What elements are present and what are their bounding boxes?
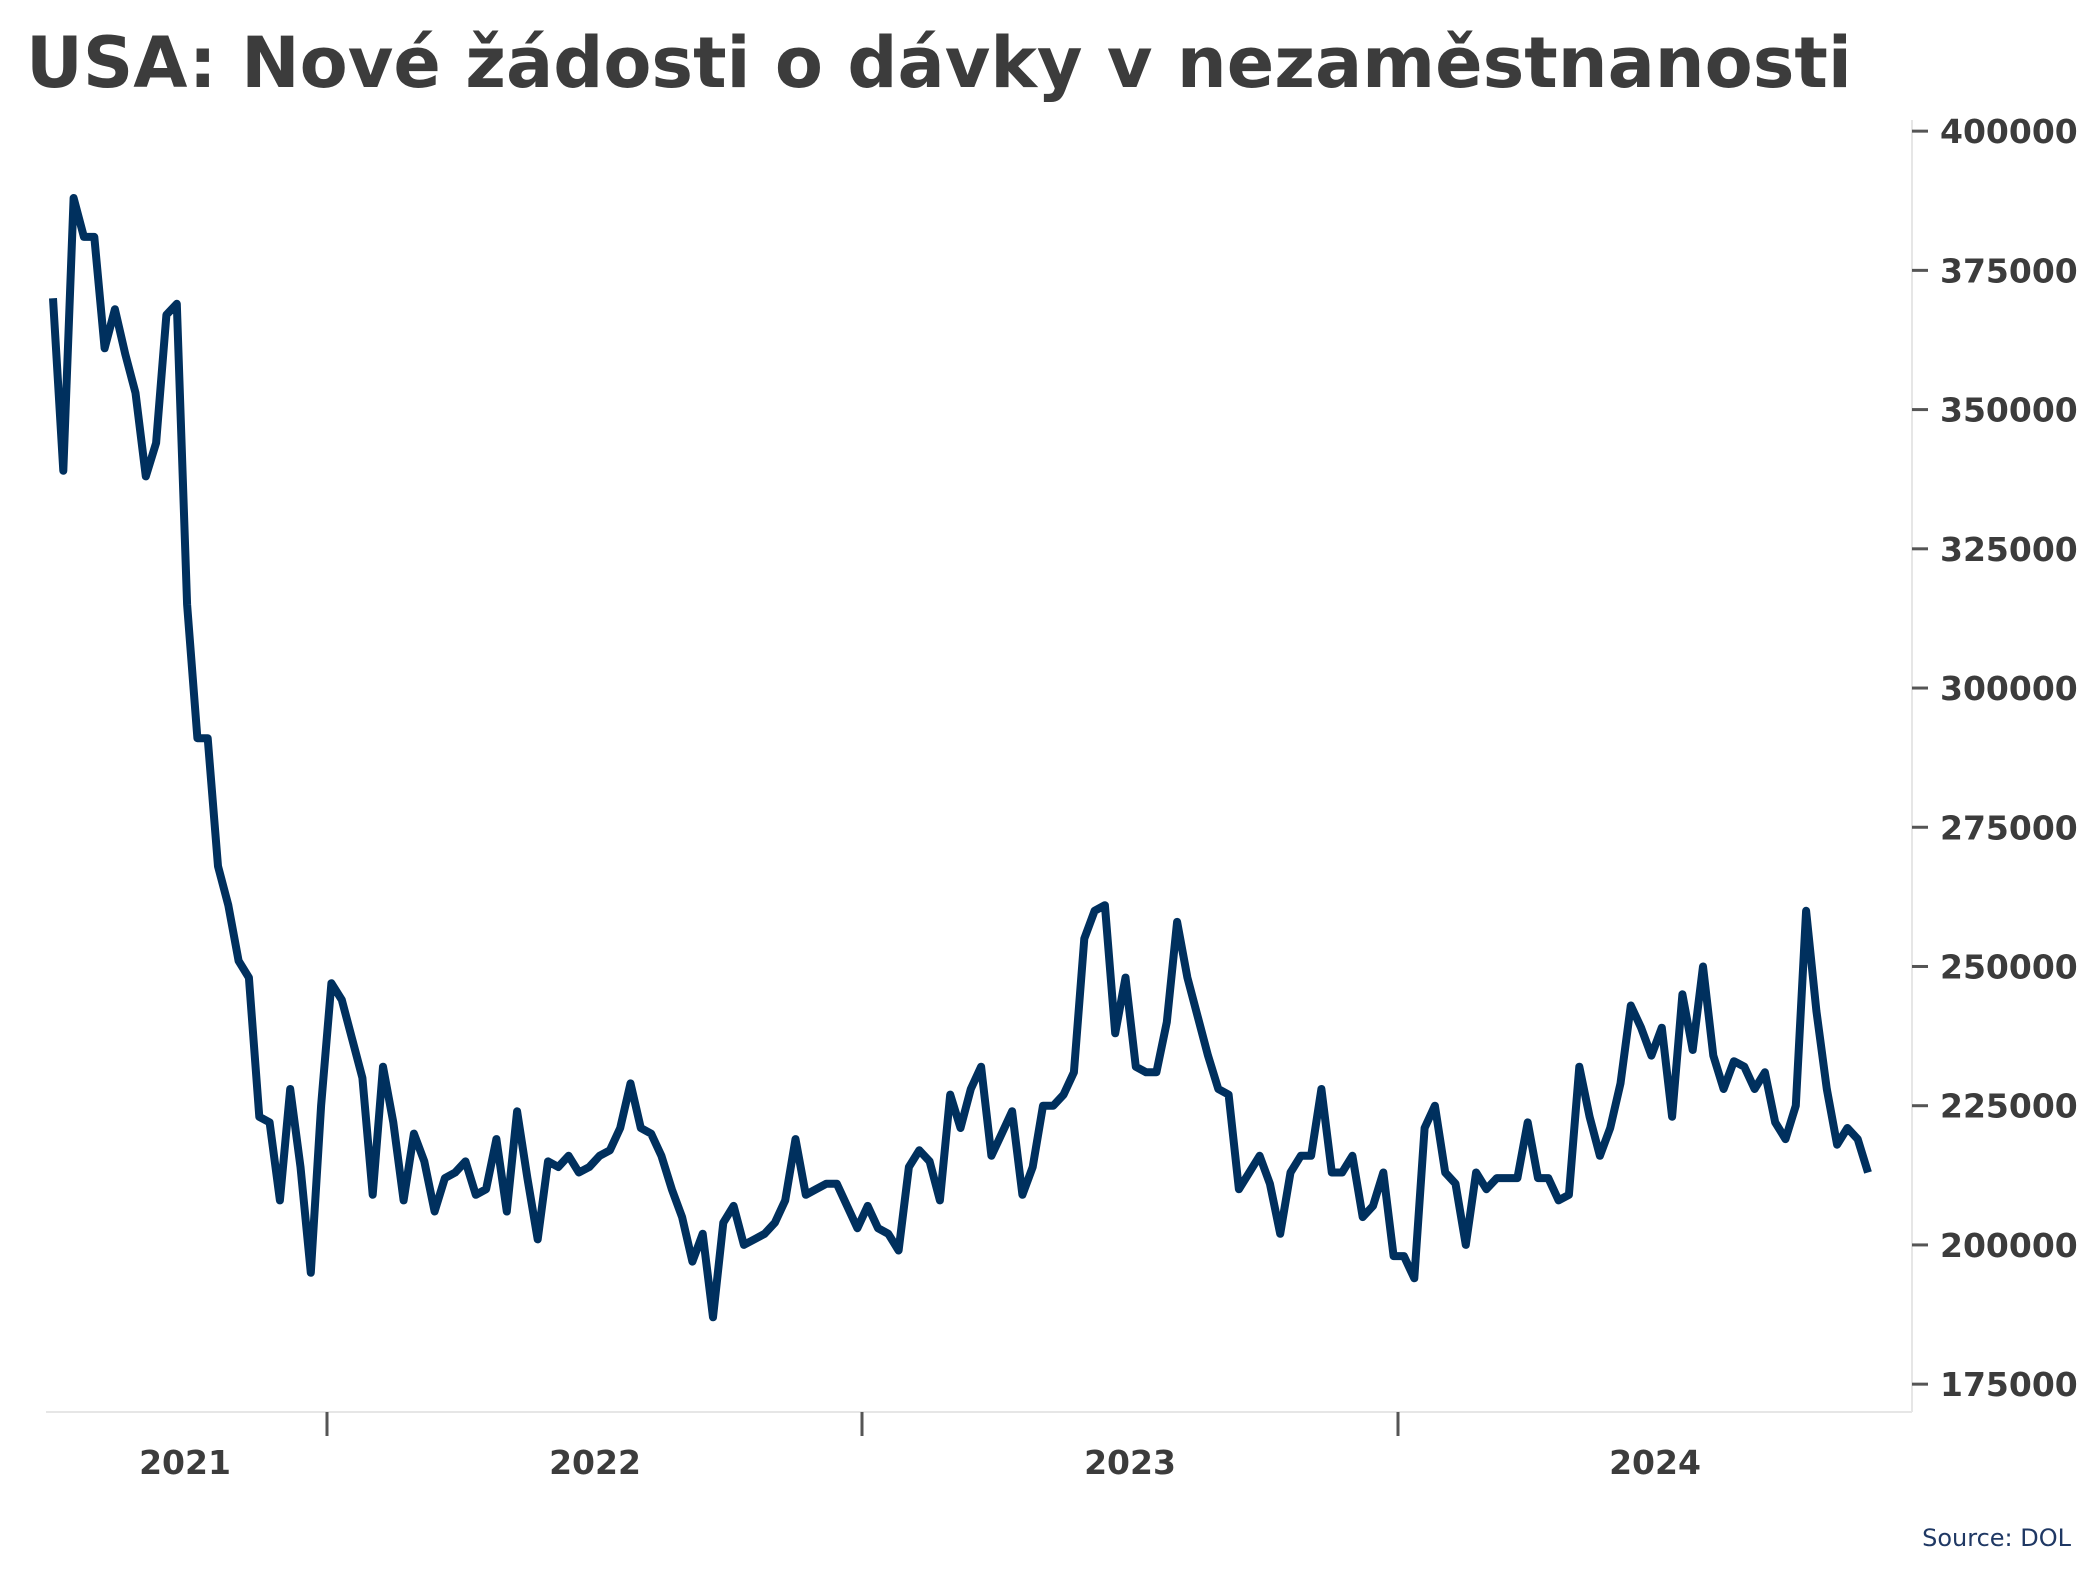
y-tick-label: 400000	[1940, 112, 2078, 151]
y-tick-label: 275000	[1940, 808, 2078, 847]
x-tick-label: 2024	[1609, 1443, 1701, 1482]
y-tick-label: 250000	[1940, 947, 2078, 986]
y-tick-label: 200000	[1940, 1226, 2078, 1265]
axes	[46, 120, 1928, 1436]
chart-title: USA: Nové žádosti o dávky v nezaměstnano…	[26, 22, 1852, 104]
y-tick-label: 225000	[1940, 1087, 2078, 1126]
y-tick-label: 325000	[1940, 530, 2078, 569]
x-tick-label: 2023	[1084, 1443, 1176, 1482]
y-axis-labels: 175000 200000 225000 250000 275000 300000 3250…	[1940, 112, 2078, 1404]
source-note: Source: DOL	[1922, 1524, 2071, 1552]
y-tick-label: 350000	[1940, 391, 2078, 430]
y-tick-label: 375000	[1940, 251, 2078, 290]
y-tick-label: 175000	[1940, 1365, 2078, 1404]
x-tick-label: 2021	[139, 1443, 231, 1482]
x-tick-label: 2022	[549, 1443, 641, 1482]
series-line	[49, 194, 1872, 1322]
y-tick-label: 300000	[1940, 669, 2078, 708]
series-layer	[49, 194, 1872, 1322]
x-axis-labels: 2021 2022 2023 2024	[139, 1443, 1701, 1482]
